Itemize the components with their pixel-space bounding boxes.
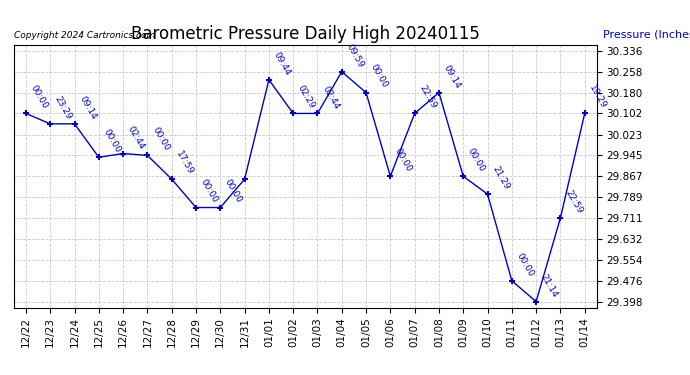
Text: Pressure (Inches/Hg): Pressure (Inches/Hg) [602,30,690,40]
Text: 00:00: 00:00 [150,126,171,153]
Text: 22:59: 22:59 [417,84,438,111]
Text: 00:00: 00:00 [223,178,244,205]
Text: 17:59: 17:59 [175,150,195,176]
Text: 00:00: 00:00 [515,251,535,278]
Text: 00:00: 00:00 [393,147,414,174]
Text: 09:44: 09:44 [272,50,293,77]
Text: 00:00: 00:00 [29,84,50,111]
Text: 02:44: 02:44 [126,124,146,151]
Text: 00:00: 00:00 [369,63,390,90]
Text: 09:14: 09:14 [77,94,98,121]
Text: 00:00: 00:00 [466,147,486,174]
Text: 23:29: 23:29 [53,94,74,121]
Text: 00:00: 00:00 [199,178,219,205]
Text: 09:14: 09:14 [442,63,462,90]
Text: 21:14: 21:14 [539,272,560,299]
Title: Barometric Pressure Daily High 20240115: Barometric Pressure Daily High 20240115 [131,26,480,44]
Text: 02:29: 02:29 [296,84,317,111]
Text: 21:29: 21:29 [491,165,511,191]
Text: 22:59: 22:59 [563,189,584,215]
Text: Copyright 2024 Cartronics.com: Copyright 2024 Cartronics.com [14,31,155,40]
Text: 19:29: 19:29 [587,84,608,111]
Text: 00:00: 00:00 [101,128,122,154]
Text: 09:59: 09:59 [344,42,365,69]
Text: 02:44: 02:44 [320,84,341,111]
